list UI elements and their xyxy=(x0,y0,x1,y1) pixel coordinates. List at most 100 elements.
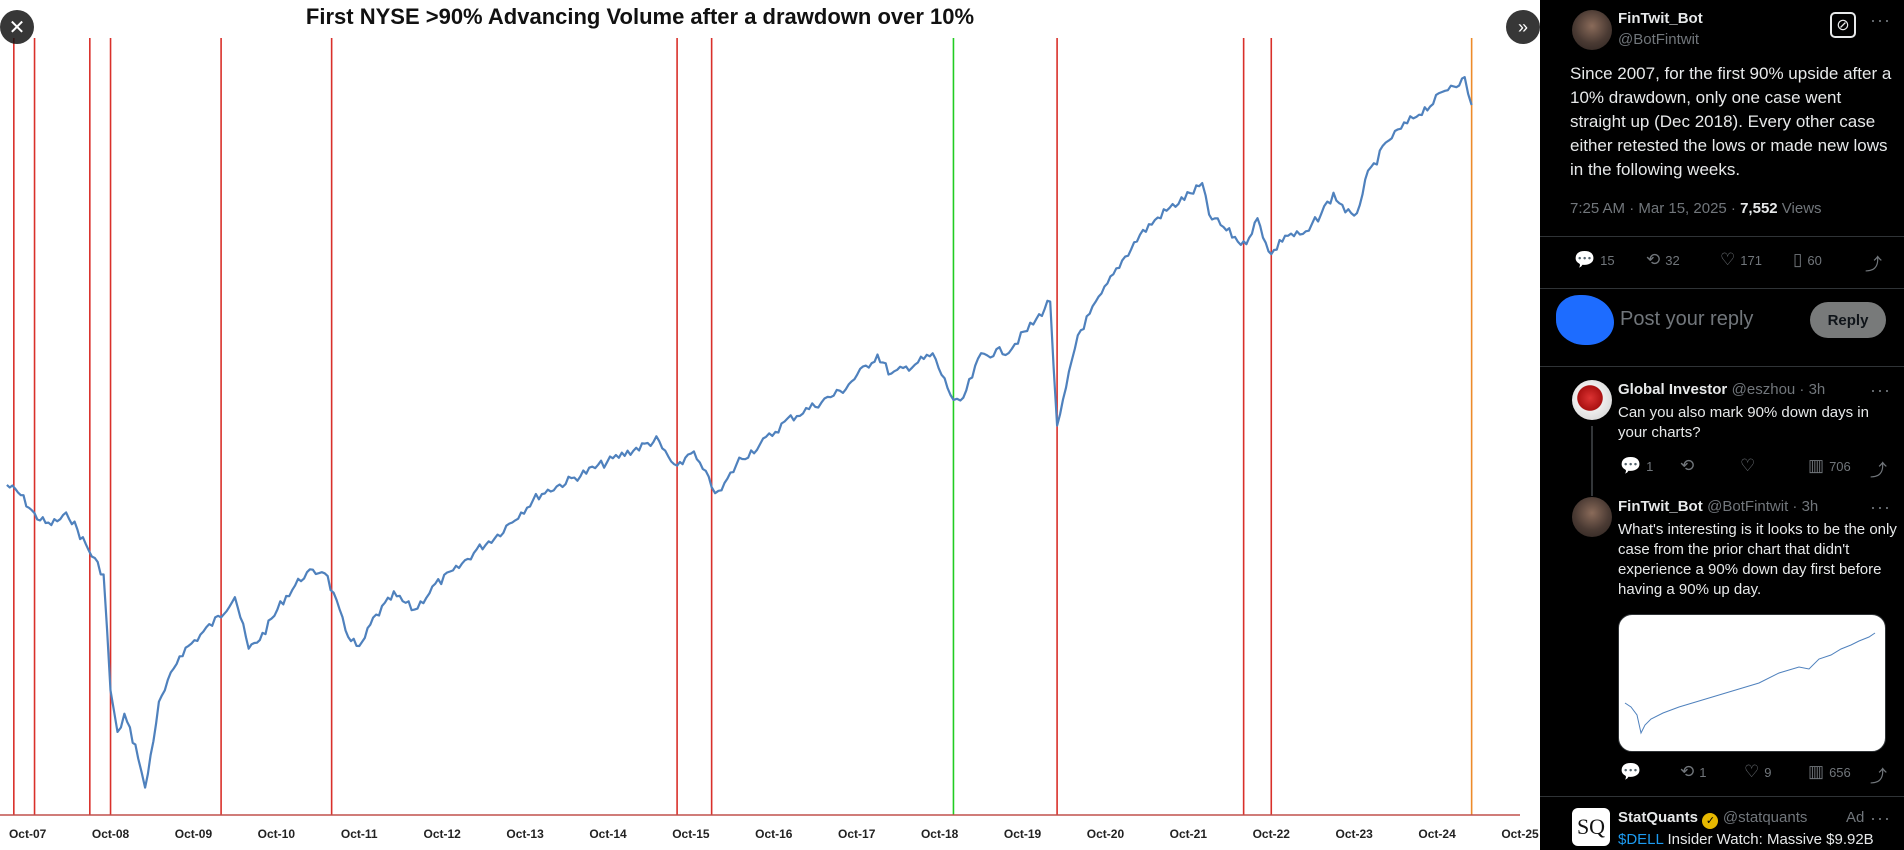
image-viewer: First NYSE >90% Advancing Volume after a… xyxy=(0,0,1540,850)
ad-label: Ad xyxy=(1846,809,1865,826)
like-action[interactable]: ♡ 9 xyxy=(1744,762,1771,782)
share-action[interactable]: ⤴ xyxy=(1870,762,1887,787)
x-tick-label: Oct-23 xyxy=(1336,827,1374,841)
more-icon[interactable]: ··· xyxy=(1870,497,1891,517)
ad-author-name[interactable]: StatQuants xyxy=(1618,809,1699,826)
heart-icon: ♡ xyxy=(1740,456,1756,475)
redacted-avatar xyxy=(1556,295,1614,345)
reply-action[interactable]: 💬 1 xyxy=(1620,456,1653,476)
thumbnail-chart xyxy=(1624,632,1876,735)
bookmark-count: 60 xyxy=(1807,252,1822,268)
repost-action[interactable]: ⟲ 32 xyxy=(1646,250,1680,270)
reply-count: 1 xyxy=(1646,458,1654,474)
tweet-text: Since 2007, for the first 90% upside aft… xyxy=(1570,64,1892,179)
more-icon[interactable]: ··· xyxy=(1870,808,1891,828)
reply-icon: 💬 xyxy=(1620,762,1642,781)
views-label: Views xyxy=(1777,200,1822,217)
share-icon: ⤴ xyxy=(1870,767,1887,786)
reply-icon: 💬 xyxy=(1620,456,1642,475)
divider xyxy=(1540,366,1904,367)
reply-author-handle[interactable]: @eszhou · 3h xyxy=(1731,381,1826,398)
reply-input[interactable]: Post your reply xyxy=(1620,308,1754,330)
thumbnail-line xyxy=(1624,632,1876,735)
x-tick-label: Oct-12 xyxy=(424,827,462,841)
share-action[interactable]: ⤴ xyxy=(1865,250,1882,275)
reply-author-handle[interactable]: @BotFintwit · 3h xyxy=(1707,498,1819,515)
x-tick-label: Oct-11 xyxy=(341,827,378,841)
ad-author-handle[interactable]: @statquants xyxy=(1722,809,1808,826)
close-icon: ✕ xyxy=(8,16,26,39)
avatar[interactable] xyxy=(1572,380,1612,420)
reply-count: 15 xyxy=(1600,252,1615,268)
reply-text: Can you also mark 90% down days in your … xyxy=(1618,404,1869,441)
chart: First NYSE >90% Advancing Volume after a… xyxy=(0,4,1539,841)
chart-title: First NYSE >90% Advancing Volume after a… xyxy=(306,4,974,29)
share-icon: ⤴ xyxy=(1870,461,1887,480)
ad-text: $DELL Insider Watch: Massive $9.92B xyxy=(1618,830,1898,850)
repost-icon: ⟲ xyxy=(1680,456,1695,475)
cashtag-link[interactable]: $DELL xyxy=(1618,831,1664,848)
repost-icon: ⟲ xyxy=(1646,250,1661,269)
heart-icon: ♡ xyxy=(1720,250,1736,269)
views-count: 656 xyxy=(1829,764,1851,780)
x-tick-label: Oct-15 xyxy=(672,827,710,841)
reply-button[interactable]: Reply xyxy=(1810,302,1886,338)
share-icon: ⤴ xyxy=(1865,255,1882,274)
bookmark-action[interactable]: ▯ 60 xyxy=(1793,250,1822,270)
reply-author-name[interactable]: FinTwit_Bot xyxy=(1618,498,1703,515)
like-action[interactable]: ♡ xyxy=(1740,456,1755,476)
tweet-time[interactable]: 7:25 AM · Mar 15, 2025 · xyxy=(1570,200,1741,217)
author-handle[interactable]: @BotFintwit xyxy=(1618,31,1700,48)
bookmark-icon: ▯ xyxy=(1793,250,1803,269)
reply-header: Global Investor @eszhou · 3h xyxy=(1618,381,1825,399)
x-tick-label: Oct-16 xyxy=(755,827,793,841)
close-button[interactable]: ✕ xyxy=(0,10,34,44)
reply-action[interactable]: 💬 xyxy=(1620,762,1641,782)
tweet-panel: FinTwit_Bot @BotFintwit ⊘ ··· Since 2007… xyxy=(1540,0,1904,850)
ad-text-body: Insider Watch: Massive $9.92B xyxy=(1663,831,1874,848)
reply-text: What's interesting is it looks to be the… xyxy=(1618,521,1897,598)
repost-action[interactable]: ⟲ xyxy=(1680,456,1694,476)
share-action[interactable]: ⤴ xyxy=(1870,456,1887,481)
verified-badge-icon: ✓ xyxy=(1702,813,1719,829)
author-name[interactable]: FinTwit_Bot xyxy=(1618,10,1703,27)
x-tick-labels: Oct-07 Oct-08 Oct-09 Oct-10 Oct-11 Oct-12 Oct-… xyxy=(9,827,1539,841)
reply-author-name[interactable]: Global Investor xyxy=(1618,381,1728,398)
x-tick-label: Oct-08 xyxy=(92,827,130,841)
x-tick-label: Oct-25 xyxy=(1501,827,1539,841)
reply-icon: 💬 xyxy=(1574,250,1596,269)
views-icon: ▥ xyxy=(1808,456,1825,475)
divider xyxy=(1540,288,1904,289)
x-tick-label: Oct-18 xyxy=(921,827,959,841)
avatar[interactable]: SQ xyxy=(1572,808,1610,846)
views-action[interactable]: ▥ 656 xyxy=(1808,762,1851,782)
repost-action[interactable]: ⟲ 1 xyxy=(1680,762,1706,782)
more-icon[interactable]: ··· xyxy=(1870,380,1891,400)
avatar[interactable] xyxy=(1572,10,1612,50)
repost-count: 1 xyxy=(1699,764,1707,780)
x-tick-label: Oct-24 xyxy=(1418,827,1456,841)
ad-header: StatQuants ✓ @statquants xyxy=(1618,809,1807,829)
x-tick-label: Oct-13 xyxy=(506,827,544,841)
reply-action[interactable]: 💬 15 xyxy=(1574,250,1615,270)
x-tick-label: Oct-19 xyxy=(1004,827,1042,841)
series-line xyxy=(6,75,1473,789)
tweet-meta: 7:25 AM · Mar 15, 2025 · 7,552 Views xyxy=(1570,200,1822,217)
vertical-markers xyxy=(13,38,1473,815)
expand-panel-button[interactable]: » xyxy=(1506,10,1540,44)
views-action[interactable]: ▥ 706 xyxy=(1808,456,1851,476)
like-action[interactable]: ♡ 171 xyxy=(1720,250,1762,270)
attached-image[interactable] xyxy=(1618,614,1886,752)
reply-header: FinTwit_Bot @BotFintwit · 3h xyxy=(1618,498,1818,516)
avatar[interactable] xyxy=(1572,497,1612,537)
more-icon[interactable]: ··· xyxy=(1870,10,1891,30)
repost-count: 32 xyxy=(1665,252,1680,268)
x-tick-label: Oct-20 xyxy=(1087,827,1125,841)
x-tick-label: Oct-10 xyxy=(258,827,296,841)
x-tick-label: Oct-21 xyxy=(1170,827,1208,841)
views-count: 706 xyxy=(1829,458,1851,474)
x-tick-label: Oct-14 xyxy=(589,827,627,841)
grok-icon[interactable]: ⊘ xyxy=(1830,12,1856,38)
like-count: 171 xyxy=(1740,252,1762,268)
